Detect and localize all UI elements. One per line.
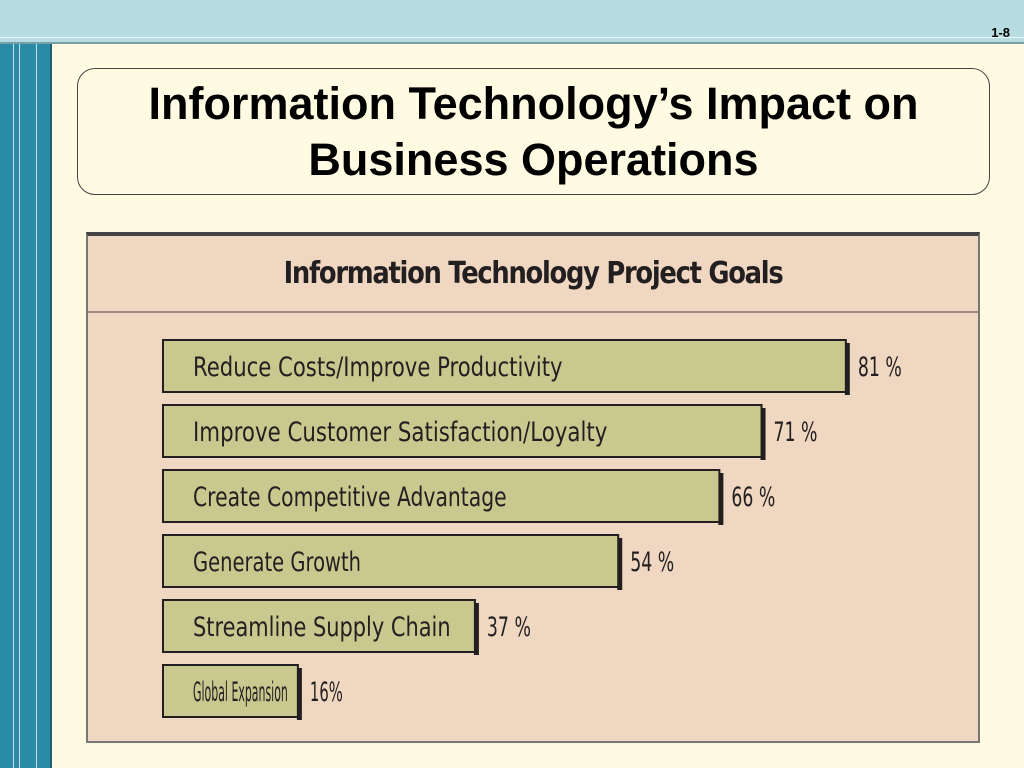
bar-shadow — [760, 408, 766, 460]
slide-title: Information Technology’s Impact on Busin… — [148, 77, 919, 185]
side-band — [0, 44, 52, 768]
bar-category-label: Reduce Costs/Improve Productivity — [193, 352, 563, 383]
chart-header: Information Technology Project Goals — [88, 236, 978, 313]
bar-value-label: 16% — [310, 677, 343, 708]
bar-value-label: 54 % — [630, 547, 674, 578]
bar-category-label: Improve Customer Satisfaction/Loyalty — [193, 417, 607, 448]
chart-title: Information Technology Project Goals — [283, 256, 784, 291]
bar-value-label: 71 % — [774, 417, 818, 448]
chart-panel: Information Technology Project Goals Red… — [86, 232, 980, 743]
slide-number: 1-8 — [991, 25, 1010, 40]
bar-shadow — [617, 538, 623, 590]
bar-category-label: Create Competitive Advantage — [193, 482, 507, 513]
bar-category-label: Streamline Supply Chain — [193, 612, 451, 643]
bar-value-label: 81 % — [858, 352, 902, 383]
bar — [162, 599, 476, 653]
bar-shadow — [296, 668, 302, 720]
top-band — [0, 0, 1024, 44]
bar-value-label: 37 % — [487, 612, 531, 643]
bar-shadow — [473, 603, 479, 655]
bar-shadow — [718, 473, 724, 525]
bar-value-label: 66 % — [731, 482, 775, 513]
bar — [162, 339, 847, 393]
title-box: Information Technology’s Impact on Busin… — [77, 68, 990, 195]
bar — [162, 664, 299, 718]
bar-category-label: Global Expansion — [193, 677, 288, 708]
bar — [162, 534, 620, 588]
bar-shadow — [844, 343, 850, 395]
bar-chart: Reduce Costs/Improve Productivity 81 % Imp… — [162, 339, 902, 720]
bar-category-label: Generate Growth — [193, 547, 361, 578]
bar — [162, 404, 763, 458]
bar — [162, 469, 721, 523]
